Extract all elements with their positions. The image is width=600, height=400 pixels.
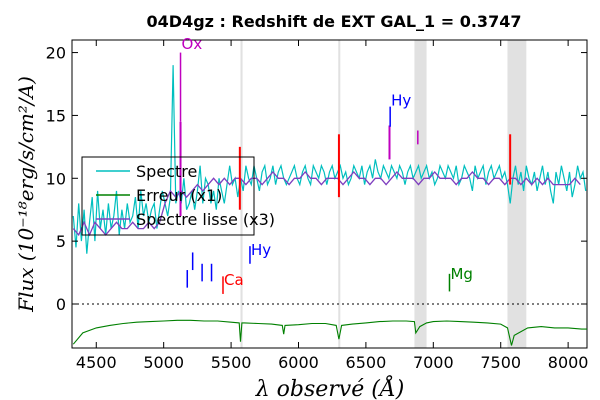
spectre-line [72, 65, 587, 254]
shaded-band-2 [414, 40, 427, 348]
shaded-bands [240, 40, 527, 348]
marker-label-ca: Ca [224, 271, 244, 289]
line-markers: Ox Hy Hy Ca Mg [179, 35, 473, 294]
x-tick-label: 7500 [480, 353, 521, 372]
y-axis: 0 5 10 15 20 [46, 44, 587, 314]
marker-label-ox: Ox [182, 35, 203, 53]
plot-frame [71, 39, 588, 349]
shaded-band-0 [240, 40, 243, 348]
chart-title: 04D4gz : Redshift de EXT GAL_1 = 0.3747 [147, 12, 522, 31]
y-tick-label: 15 [46, 106, 66, 125]
x-tick-label: 5000 [143, 353, 184, 372]
spectre-lisse-series [72, 170, 581, 237]
erreur-line [72, 319, 587, 346]
shaded-band-3 [507, 40, 527, 348]
legend-label-erreur: Erreur (x1) [136, 186, 222, 205]
y-tick-label: 10 [46, 169, 66, 188]
legend-label-lisse: Spectre lisse (x3) [136, 210, 275, 229]
legend-box [81, 156, 255, 236]
legend: Spectre Erreur (x1) Spectre lisse (x3) [81, 156, 275, 236]
x-tick-label: 6500 [346, 353, 387, 372]
x-tick-label: 8000 [548, 353, 589, 372]
x-tick-label: 7000 [413, 353, 454, 372]
spectre-lisse-line [72, 170, 581, 237]
x-tick-label: 4500 [76, 353, 117, 372]
x-axis: 4500 5000 5500 6000 6500 7000 7500 8000 [76, 40, 589, 372]
marker-label-hy: Hy [251, 241, 271, 259]
x-tick-label: 6000 [278, 353, 319, 372]
y-axis-label: Flux (10⁻¹⁸erg/s/cm²/A) [14, 76, 38, 313]
y-tick-label: 5 [56, 232, 66, 251]
x-tick-label: 5500 [211, 353, 252, 372]
marker-label-mg: Mg [450, 265, 472, 283]
spectre-series [72, 65, 587, 254]
x-axis-label: λ observé (Å) [255, 374, 405, 400]
y-tick-label: 0 [56, 295, 66, 314]
marker-label-hy: Hy [391, 91, 411, 109]
legend-label-spectre: Spectre [136, 162, 197, 181]
erreur-series [72, 319, 587, 346]
y-tick-label: 20 [46, 44, 66, 63]
